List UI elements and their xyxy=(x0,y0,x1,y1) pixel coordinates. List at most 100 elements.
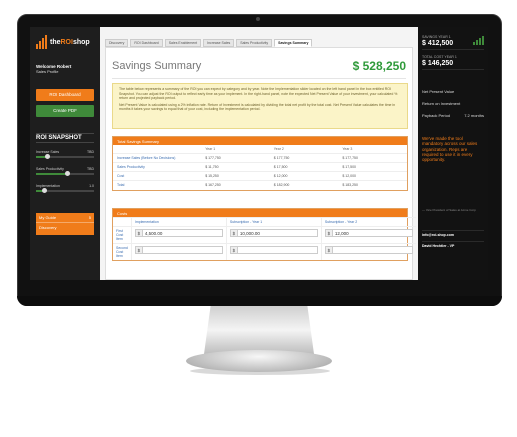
slider-fill xyxy=(36,173,68,175)
tab-increase-sales[interactable]: Increase Sales xyxy=(203,39,235,47)
slider-sales-productivity[interactable]: Sales Productivity TBD xyxy=(36,167,94,176)
mini-bar-chart-icon xyxy=(473,36,484,45)
slider-label: Sales Productivity xyxy=(36,167,64,171)
payback-row: Payback Period 7.2 months xyxy=(422,113,484,118)
table-cell: $ 17,500 xyxy=(269,162,339,172)
slider-handle[interactable] xyxy=(65,171,71,176)
table-cell: $ 15,250 xyxy=(201,171,270,181)
slider-handle[interactable] xyxy=(45,154,51,159)
slider-track[interactable] xyxy=(36,188,94,193)
table-cell: $ 12,000 xyxy=(338,171,407,181)
slider-handle[interactable] xyxy=(42,188,48,193)
summary-table: Year 1 Year 2 Year 3 Increase Sales (Bef… xyxy=(113,145,407,190)
tab-roi-dashboard[interactable]: ROI Dashboard xyxy=(130,39,163,47)
stat-cost: Total Cost Year 1 $ 146,250 xyxy=(422,55,484,70)
summary-panel: Total Savings Summary Year 1 Year 2 Year… xyxy=(112,136,408,191)
slider-fill xyxy=(36,156,48,158)
my-guide-item[interactable]: My Guide 5 xyxy=(39,215,91,220)
npv-row: Net Present Value xyxy=(422,89,455,94)
slider-fill xyxy=(36,190,45,192)
roi-dashboard-button[interactable]: ROI Dashboard xyxy=(36,89,94,101)
slider-value: TBD xyxy=(87,150,94,154)
monitor-neck xyxy=(204,306,314,354)
slider-implementation[interactable]: Implementation 1.0 xyxy=(36,184,94,193)
logo-bars-icon xyxy=(36,35,47,49)
implementation-cost-input[interactable]: $ xyxy=(134,246,223,254)
subscription-year1-input[interactable]: $10,000.00 xyxy=(229,229,318,237)
side-section: My Guide 5 Discovery xyxy=(36,213,94,235)
slider-label: Implementation xyxy=(36,184,60,188)
summary-panel-title: Total Savings Summary xyxy=(113,137,407,145)
note-paragraph: Net Present Value is calculated using a … xyxy=(119,102,396,112)
welcome-block: Welcome Robert Sales Profile xyxy=(36,64,71,74)
monitor-chin xyxy=(17,296,502,306)
table-cell: $ 182,900 xyxy=(269,180,339,190)
monitor-foot xyxy=(186,350,332,372)
table-row: Cost $ 15,250 $ 12,000 $ 12,000 xyxy=(113,171,407,181)
contact-email[interactable]: info@roi-shop.com xyxy=(422,230,484,237)
total-savings: $ 528,250 xyxy=(352,59,406,73)
tab-discovery[interactable]: Discovery xyxy=(105,39,129,47)
implementation-cost-input[interactable]: $4,500.00 xyxy=(134,229,223,237)
row-label: First Cost Item xyxy=(113,226,132,244)
table-header: Year 1 Year 2 Year 3 xyxy=(113,145,407,154)
left-sidebar: theROIshop Welcome Robert Sales Profile … xyxy=(30,27,100,280)
stat-value: $ 412,500 xyxy=(422,40,454,47)
row-label[interactable]: Sales Productivity xyxy=(113,162,202,172)
subscription-year2-input[interactable]: $ xyxy=(324,246,413,254)
stat-value: $ 146,250 xyxy=(422,60,454,67)
table-cell: $ 12,000 xyxy=(269,171,339,181)
contact-person[interactable]: David Hechtler - VP xyxy=(422,241,484,248)
costs-panel-title: Costs xyxy=(113,209,407,217)
camera xyxy=(256,17,260,21)
info-note: The table below represents a summary of … xyxy=(112,83,408,129)
welcome-title: Welcome Robert xyxy=(36,64,72,69)
screen: theROIshop Welcome Robert Sales Profile … xyxy=(30,27,488,280)
slider-value: TBD xyxy=(87,167,94,171)
logo[interactable]: theROIshop xyxy=(36,35,90,49)
column-header: Year 1 xyxy=(205,147,216,151)
stat-savings: Savings Year 1 $ 412,500 xyxy=(422,35,484,50)
table-cell: $ 11,750 xyxy=(201,162,270,172)
subscription-year2-input[interactable]: $12,000 xyxy=(324,229,413,237)
table-row: Sales Productivity $ 11,750 $ 17,500 $ 1… xyxy=(113,162,407,172)
costs-table: Implementation Subscription - Year 1 Sub… xyxy=(113,217,416,260)
table-row: First Cost Item $4,500.00 $10,000.00 $12… xyxy=(113,226,416,244)
page-title: Savings Summary xyxy=(112,60,202,72)
tab-sales-enablement[interactable]: Sales Enablement xyxy=(164,39,202,47)
stat-caption: Total Cost Year 1 xyxy=(422,55,457,59)
create-pdf-button[interactable]: Create PDF xyxy=(36,105,94,117)
table-cell: $ 183,250 xyxy=(338,180,407,190)
stat-caption: Savings Year 1 xyxy=(422,35,451,39)
table-cell: $ 167,250 xyxy=(201,180,270,190)
slider-track[interactable] xyxy=(36,154,94,159)
testimonial-author: — Vice President of Sales at Acme Corp xyxy=(422,208,476,212)
count-badge: 5 xyxy=(88,215,91,220)
row-label: Total xyxy=(113,180,202,190)
tab-savings-summary[interactable]: Savings Summary xyxy=(274,39,313,47)
slider-increase-sales[interactable]: Increase Sales TBD xyxy=(36,150,94,159)
slider-track[interactable] xyxy=(36,171,94,176)
tab-bar: Discovery ROI Dashboard Sales Enablement… xyxy=(105,39,313,47)
table-cell: $ 17,500 xyxy=(338,162,407,172)
row-label: Cost xyxy=(113,171,202,181)
column-header: Implementation xyxy=(130,217,227,227)
table-row: Total $ 167,250 $ 182,900 $ 183,250 xyxy=(113,180,407,190)
row-label[interactable]: Increase Sales (Before No Decisions) xyxy=(113,153,202,163)
table-cell: $ 177,750 xyxy=(201,153,270,163)
table-header: Implementation Subscription - Year 1 Sub… xyxy=(113,217,416,227)
note-paragraph: The table below represents a summary of … xyxy=(119,87,398,101)
column-header: Subscription - Year 2 xyxy=(320,217,416,227)
right-sidebar: Savings Year 1 $ 412,500 Total Cost Year… xyxy=(418,27,488,280)
table-cell: $ 177,750 xyxy=(338,153,407,163)
logo-text: theROIshop xyxy=(50,38,90,46)
testimonial-quote: We've made the tool mandatory across our… xyxy=(422,136,478,163)
subscription-year1-input[interactable]: $ xyxy=(229,246,318,254)
snapshot-title: ROI SNAPSHOT xyxy=(36,133,94,143)
slider-value: 1.0 xyxy=(89,184,94,188)
tab-sales-productivity[interactable]: Sales Productivity xyxy=(236,39,273,47)
table-cell: $ 177,750 xyxy=(269,153,339,163)
roi-row: Return on Investment xyxy=(422,101,461,106)
discovery-item[interactable]: Discovery xyxy=(36,222,94,232)
